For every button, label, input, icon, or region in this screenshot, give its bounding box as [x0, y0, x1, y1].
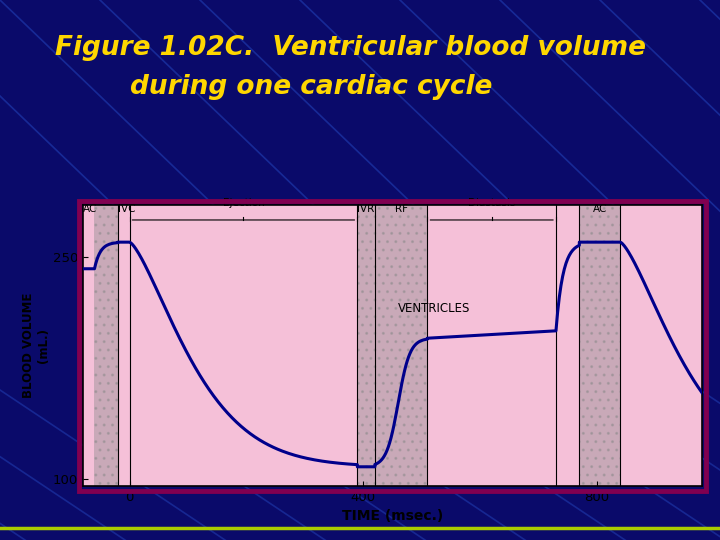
X-axis label: TIME (msec.): TIME (msec.)	[342, 509, 443, 523]
Bar	[94, 205, 118, 486]
Text: Ejection: Ejection	[222, 198, 264, 208]
Text: VENTRICLES: VENTRICLES	[398, 302, 471, 315]
Bar	[375, 205, 428, 486]
Text: IVR: IVR	[358, 204, 374, 214]
Text: RF: RF	[395, 204, 408, 214]
Bar	[580, 205, 620, 486]
Text: AC: AC	[83, 204, 97, 214]
Text: Diastasis: Diastasis	[468, 198, 516, 208]
Text: AC: AC	[593, 204, 607, 214]
Bar	[357, 205, 375, 486]
Text: IVC: IVC	[118, 204, 135, 214]
Text: Figure 1.02C.  Ventricular blood volume: Figure 1.02C. Ventricular blood volume	[55, 35, 646, 61]
Y-axis label: BLOOD VOLUME
(mL.): BLOOD VOLUME (mL.)	[22, 293, 50, 399]
Text: during one cardiac cycle: during one cardiac cycle	[130, 74, 492, 100]
